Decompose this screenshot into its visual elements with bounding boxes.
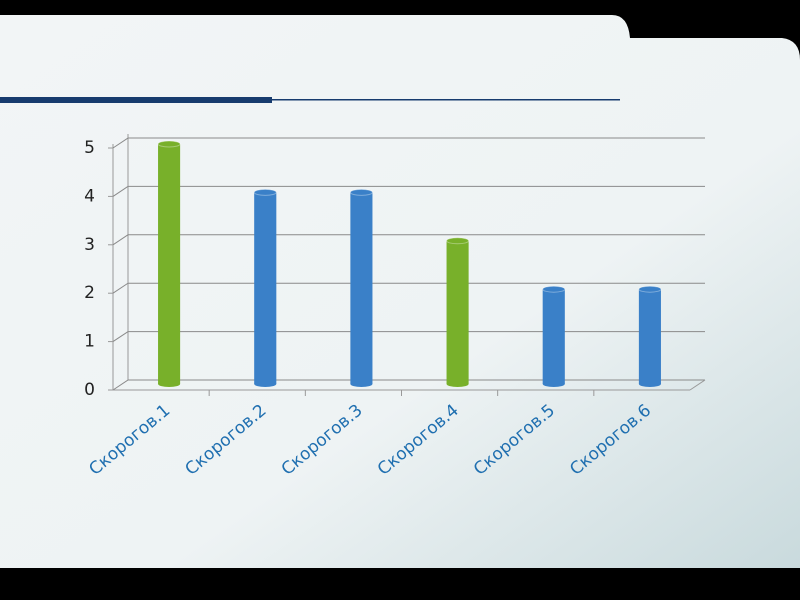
bar-base	[542, 381, 565, 387]
bar-top	[349, 188, 373, 196]
grid-line	[112, 282, 705, 294]
grid-line	[112, 185, 705, 197]
bar-top	[253, 188, 277, 196]
bar-shade	[446, 240, 469, 384]
bar	[253, 188, 277, 387]
grid-line	[112, 331, 705, 343]
bar-base	[158, 381, 181, 387]
bar-base	[638, 381, 661, 387]
header-bar	[0, 97, 272, 103]
grid-line	[112, 234, 705, 246]
y-tick-label: 3	[84, 235, 95, 255]
bar-top	[157, 140, 181, 148]
bar-top	[542, 285, 566, 293]
y-tick-label: 4	[84, 186, 95, 206]
bar-shade	[542, 289, 565, 384]
bar	[542, 285, 566, 387]
bar-top	[446, 237, 470, 245]
bar-shade	[350, 192, 373, 384]
bar-base	[446, 381, 469, 387]
x-axis	[689, 379, 706, 391]
bar	[157, 140, 181, 387]
bar-shade	[638, 289, 661, 384]
bar	[638, 285, 662, 387]
bar-base	[350, 381, 373, 387]
bar-top	[638, 285, 662, 293]
bar	[349, 188, 373, 387]
grid-line	[112, 379, 705, 391]
bar-base	[254, 381, 277, 387]
bar-shade	[254, 192, 277, 384]
y-tick-label: 2	[84, 283, 95, 303]
bar	[446, 237, 470, 387]
y-tick-label: 0	[84, 380, 95, 400]
bar-shade	[158, 144, 181, 384]
header-line	[272, 99, 620, 101]
slide-panel	[0, 15, 800, 568]
grid-line	[112, 137, 705, 149]
y-tick-label: 1	[84, 332, 95, 352]
y-tick-label: 5	[84, 138, 95, 158]
